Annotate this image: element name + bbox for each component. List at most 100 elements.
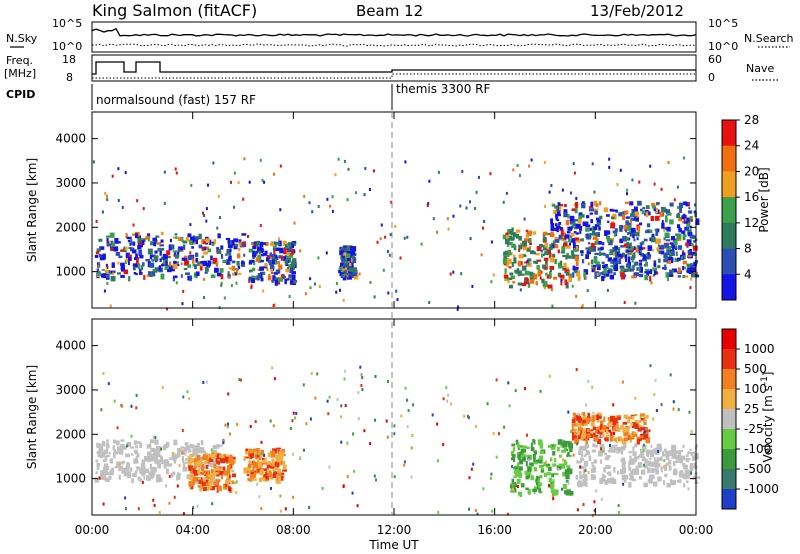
echo-cell	[637, 424, 642, 430]
echo-cell	[276, 478, 281, 484]
echo-cell	[495, 455, 498, 459]
echo-cell	[109, 469, 114, 476]
echo-cell	[187, 233, 192, 238]
echo-cell	[572, 432, 575, 438]
echo-cell	[530, 250, 535, 255]
echo-cell	[103, 467, 108, 473]
echo-cell	[273, 172, 275, 176]
echo-cell	[691, 264, 697, 267]
echo-cell	[505, 238, 510, 245]
echo-cell	[684, 266, 687, 270]
echo-cell	[508, 404, 511, 408]
echo-cell	[613, 265, 619, 272]
echo-cell	[554, 227, 559, 231]
echo-cell	[579, 471, 582, 475]
echo-cell	[376, 240, 379, 244]
echo-cell	[574, 219, 579, 222]
echo-cell	[593, 432, 596, 436]
nave-tick-low: 0	[708, 71, 715, 84]
echo-cell	[594, 414, 599, 420]
echo-cell	[205, 207, 208, 211]
echo-cell	[669, 271, 673, 277]
echo-cell	[174, 254, 180, 259]
echo-cell	[175, 454, 179, 459]
echo-cell	[121, 460, 126, 464]
echo-cell	[613, 261, 619, 264]
cpid-panel: CPID normalsound (fast) 157 RF themis 33…	[6, 82, 490, 110]
echo-cell	[538, 488, 542, 493]
echo-cell	[608, 165, 611, 169]
echo-cell	[548, 477, 552, 483]
echo-cell	[647, 479, 651, 483]
echo-cell	[660, 466, 663, 473]
echo-cell	[690, 251, 695, 255]
echo-cell	[208, 483, 212, 489]
echo-cell	[532, 251, 536, 255]
echo-cell	[428, 301, 431, 304]
echo-cell	[601, 450, 604, 453]
echo-cell	[590, 259, 594, 265]
echo-cell	[137, 245, 142, 250]
echo-cell	[573, 171, 576, 175]
echo-cell	[263, 180, 266, 184]
echo-cell	[249, 259, 255, 263]
echo-cell	[180, 446, 184, 449]
echo-cell	[139, 272, 143, 275]
echo-cell	[123, 269, 129, 275]
echo-cell	[682, 252, 686, 256]
echo-cell	[640, 252, 644, 257]
noise-panel-frame	[91, 21, 697, 53]
echo-cell	[407, 409, 410, 413]
echo-cell	[202, 470, 207, 474]
echo-cell	[252, 470, 258, 474]
echo-cell	[634, 272, 638, 277]
echo-cell	[583, 271, 586, 278]
echo-cell	[587, 379, 590, 383]
echo-cell	[368, 188, 371, 191]
echo-cell	[142, 262, 145, 267]
echo-cell	[526, 247, 531, 252]
echo-cell	[150, 475, 155, 478]
echo-cell	[254, 420, 257, 423]
echo-cell	[120, 439, 125, 442]
echo-cell	[267, 461, 272, 465]
echo-cell	[201, 465, 204, 472]
echo-cell	[199, 486, 202, 492]
echo-cell	[107, 444, 110, 448]
echo-cell	[105, 263, 108, 268]
echo-cell	[211, 460, 217, 465]
echo-cell	[590, 474, 595, 480]
echo-cell	[452, 214, 455, 218]
echo-cell	[283, 247, 288, 252]
echo-cell	[135, 459, 139, 464]
echo-cell	[229, 240, 232, 244]
echo-cell	[605, 273, 610, 277]
echo-cell	[577, 219, 582, 224]
echo-cell	[581, 305, 583, 309]
echo-cell	[395, 289, 398, 293]
echo-cell	[505, 191, 508, 195]
echo-cell	[568, 275, 572, 278]
echo-cell	[572, 220, 576, 227]
echo-cell	[691, 451, 695, 455]
echo-cell	[613, 272, 616, 276]
echo-cell	[645, 449, 649, 453]
echo-cell	[284, 279, 287, 285]
echo-cell	[649, 364, 652, 368]
echo-cell	[282, 276, 286, 279]
echo-cell	[652, 267, 657, 272]
echo-cell	[188, 465, 193, 468]
echo-cell	[184, 260, 190, 266]
echo-cell	[335, 290, 338, 294]
echo-cell	[591, 245, 596, 252]
echo-cell	[553, 209, 558, 214]
echo-cell	[618, 438, 621, 442]
echo-cell	[203, 241, 206, 245]
echo-cell	[281, 448, 285, 454]
echo-cell	[269, 419, 272, 423]
echo-cell	[126, 236, 132, 240]
echo-cell	[565, 474, 570, 480]
echo-cell	[656, 202, 660, 205]
echo-cell	[517, 442, 520, 449]
